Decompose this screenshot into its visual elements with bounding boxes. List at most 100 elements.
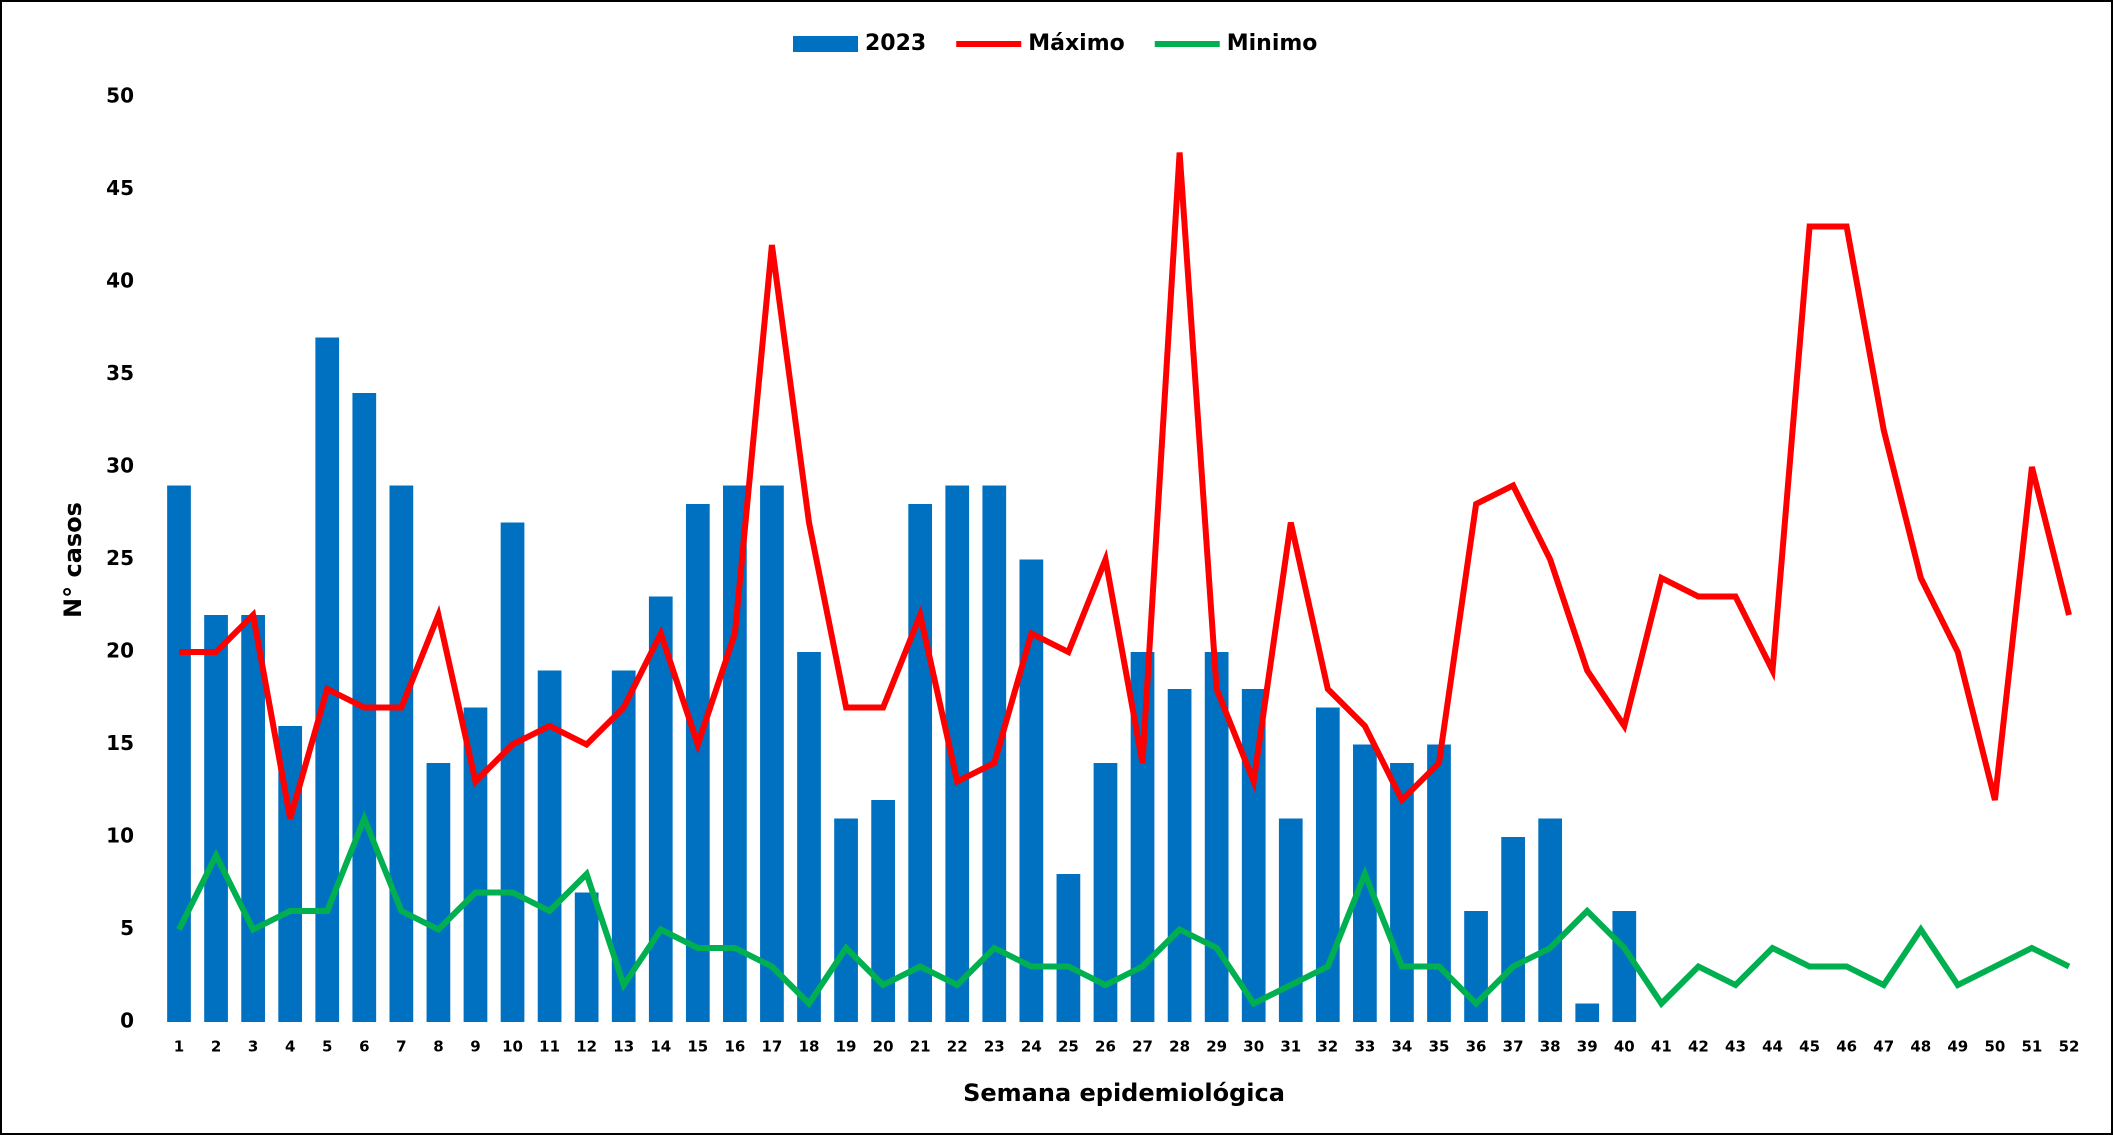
legend-label: Máximo bbox=[1028, 31, 1125, 56]
bar bbox=[1427, 744, 1451, 1022]
bar bbox=[1575, 1003, 1600, 1022]
x-tick-label: 52 bbox=[2059, 1038, 2080, 1056]
x-tick-label: 35 bbox=[1429, 1038, 1450, 1056]
bar bbox=[945, 485, 970, 1022]
bar bbox=[760, 485, 784, 1022]
y-tick-label: 20 bbox=[106, 639, 134, 663]
bar bbox=[797, 652, 821, 1022]
y-tick-label: 30 bbox=[106, 454, 134, 478]
x-tick-label: 42 bbox=[1688, 1038, 1709, 1056]
x-tick-label: 2 bbox=[211, 1038, 221, 1056]
x-tick-label: 13 bbox=[613, 1038, 634, 1056]
x-tick-label: 9 bbox=[470, 1038, 480, 1056]
y-tick-label: 50 bbox=[106, 84, 134, 108]
x-tick-label: 32 bbox=[1317, 1038, 1338, 1056]
bar bbox=[1612, 911, 1637, 1022]
bar bbox=[1278, 818, 1303, 1022]
bar bbox=[834, 818, 858, 1022]
plot-area bbox=[167, 152, 2072, 1022]
x-tick-label: 45 bbox=[1799, 1038, 1820, 1056]
legend: 2023 Máximo Minimo bbox=[793, 31, 1317, 56]
x-tick-label: 20 bbox=[873, 1038, 894, 1056]
x-tick-label: 49 bbox=[1947, 1038, 1968, 1056]
y-tick-label: 15 bbox=[106, 731, 134, 755]
y-tick-label: 0 bbox=[120, 1009, 134, 1033]
x-tick-label: 11 bbox=[539, 1038, 560, 1056]
bar bbox=[1167, 689, 1192, 1022]
x-tick-label: 10 bbox=[502, 1038, 523, 1056]
x-tick-label: 30 bbox=[1243, 1038, 1264, 1056]
y-tick-label: 25 bbox=[106, 546, 134, 570]
x-tick-label: 14 bbox=[650, 1038, 671, 1056]
x-tick-label: 41 bbox=[1651, 1038, 1672, 1056]
y-tick-label: 10 bbox=[106, 824, 134, 848]
x-tick-label: 40 bbox=[1614, 1038, 1635, 1056]
bar bbox=[648, 596, 673, 1022]
x-tick-label: 7 bbox=[396, 1038, 406, 1056]
x-tick-label: 15 bbox=[687, 1038, 708, 1056]
x-tick-label: 19 bbox=[836, 1038, 857, 1056]
bar bbox=[1538, 818, 1563, 1022]
x-tick-label: 16 bbox=[724, 1038, 745, 1056]
x-tick-label: 6 bbox=[359, 1038, 369, 1056]
x-tick-label: 1 bbox=[174, 1038, 184, 1056]
bar bbox=[204, 615, 228, 1022]
x-tick-label: 34 bbox=[1392, 1038, 1413, 1056]
x-tick-label: 48 bbox=[1910, 1038, 1931, 1056]
x-tick-label: 28 bbox=[1169, 1038, 1190, 1056]
x-tick-label: 46 bbox=[1836, 1038, 1857, 1056]
x-tick-label: 22 bbox=[947, 1038, 968, 1056]
x-tick-label: 36 bbox=[1466, 1038, 1487, 1056]
line-series bbox=[176, 810, 2071, 1009]
x-tick-label: 51 bbox=[2022, 1038, 2043, 1056]
x-tick-label: 8 bbox=[433, 1038, 443, 1056]
bar bbox=[1093, 763, 1118, 1022]
bar bbox=[1501, 837, 1525, 1022]
legend-label: 2023 bbox=[865, 31, 926, 56]
y-tick-label: 35 bbox=[106, 361, 134, 385]
x-tick-label: 43 bbox=[1725, 1038, 1746, 1056]
x-tick-label: 47 bbox=[1873, 1038, 1894, 1056]
x-tick-label: 12 bbox=[576, 1038, 597, 1056]
y-axis-title: N° casos bbox=[59, 502, 87, 618]
x-tick-label: 24 bbox=[1021, 1038, 1042, 1056]
y-tick-label: 5 bbox=[120, 916, 134, 940]
x-tick-label: 44 bbox=[1762, 1038, 1783, 1056]
bar bbox=[315, 337, 340, 1022]
bar bbox=[1019, 559, 1044, 1022]
bar bbox=[908, 504, 933, 1022]
x-tick-label: 3 bbox=[248, 1038, 258, 1056]
bar bbox=[1056, 874, 1081, 1022]
x-tick-label: 26 bbox=[1095, 1038, 1116, 1056]
x-tick-label: 25 bbox=[1058, 1038, 1079, 1056]
bar bbox=[463, 707, 488, 1022]
bar bbox=[574, 892, 599, 1022]
x-tick-label: 18 bbox=[799, 1038, 820, 1056]
bar bbox=[426, 763, 451, 1022]
x-tick-label: 37 bbox=[1503, 1038, 1524, 1056]
x-tick-label: 29 bbox=[1206, 1038, 1227, 1056]
x-axis-title: Semana epidemiológica bbox=[963, 1079, 1285, 1107]
y-tick-label: 40 bbox=[106, 269, 134, 293]
bar bbox=[685, 504, 710, 1022]
x-tick-label: 21 bbox=[910, 1038, 931, 1056]
legend-label: Minimo bbox=[1227, 31, 1318, 56]
x-tick-label: 5 bbox=[322, 1038, 332, 1056]
bar bbox=[871, 800, 895, 1022]
x-tick-label: 39 bbox=[1577, 1038, 1598, 1056]
x-tick-label: 27 bbox=[1132, 1038, 1153, 1056]
bar bbox=[167, 485, 191, 1022]
bar bbox=[1353, 744, 1377, 1022]
y-tick-label: 45 bbox=[106, 176, 134, 200]
x-tick-label: 50 bbox=[1984, 1038, 2005, 1056]
bar bbox=[389, 485, 414, 1022]
x-tick-label: 38 bbox=[1540, 1038, 1561, 1056]
bar bbox=[537, 670, 562, 1022]
bar bbox=[723, 485, 747, 1022]
bar bbox=[500, 522, 525, 1022]
x-tick-label: 33 bbox=[1354, 1038, 1375, 1056]
bar bbox=[1204, 652, 1229, 1022]
bar bbox=[1315, 707, 1340, 1022]
